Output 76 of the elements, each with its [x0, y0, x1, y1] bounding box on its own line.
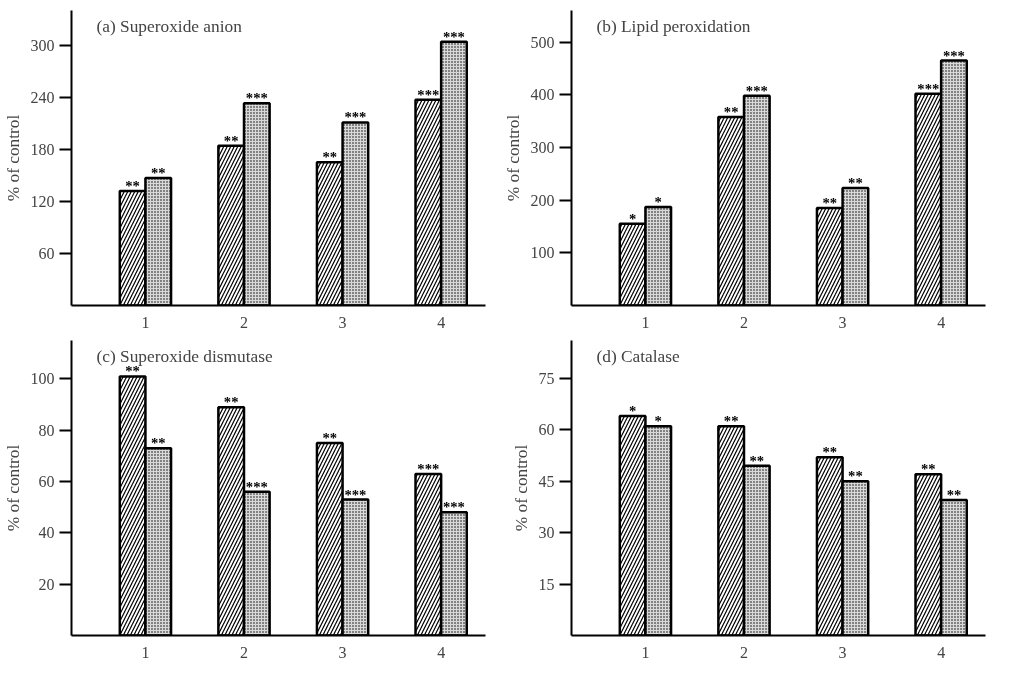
- y-tick-label: 15: [538, 575, 555, 593]
- y-tick-label: 60: [38, 244, 55, 262]
- x-tick-label: 2: [240, 643, 248, 661]
- y-axis-title: % of control: [503, 114, 523, 202]
- y-tick-label: 45: [538, 472, 555, 490]
- x-tick-label: 1: [641, 643, 650, 661]
- y-tick-label: 30: [538, 524, 555, 542]
- y-tick-label: 60: [38, 473, 55, 491]
- data-label: *: [654, 413, 662, 430]
- y-tick-label: 180: [30, 140, 55, 158]
- data-label: **: [223, 394, 239, 411]
- data-label: **: [723, 103, 739, 120]
- y-tick-label: 20: [38, 575, 55, 593]
- chart-title: (d) Catalase: [596, 346, 681, 366]
- data-label: **: [822, 195, 838, 212]
- y-tick-label: 75: [538, 369, 555, 387]
- x-tick-label: 3: [338, 313, 347, 331]
- data-label: ***: [442, 499, 465, 516]
- data-label: **: [150, 435, 166, 452]
- data-label: ***: [417, 460, 440, 477]
- data-label: *: [628, 210, 637, 227]
- data-label: **: [822, 444, 838, 461]
- data-label: **: [322, 149, 338, 166]
- data-label: ***: [245, 90, 268, 107]
- y-tick-label: 100: [530, 244, 555, 262]
- data-label: **: [946, 487, 962, 504]
- data-label: **: [848, 175, 863, 192]
- y-tick-label: 400: [530, 86, 555, 104]
- x-tick-label: 1: [641, 313, 650, 331]
- chart-title: (c) Superoxide dismutase: [96, 346, 273, 366]
- x-tick-label: 2: [740, 313, 748, 331]
- y-tick-label: 300: [30, 36, 55, 54]
- data-label: ***: [942, 47, 965, 64]
- x-tick-label: 1: [141, 643, 150, 661]
- x-tick-label: 4: [437, 643, 446, 661]
- data-label: **: [125, 363, 140, 380]
- data-label: **: [723, 413, 739, 430]
- y-axis-title: % of control: [3, 114, 23, 202]
- data-label: ***: [344, 486, 367, 503]
- data-label: ***: [442, 28, 465, 45]
- y-tick-label: 300: [530, 138, 555, 156]
- data-label: *: [654, 193, 662, 210]
- y-tick-label: 120: [30, 192, 55, 210]
- x-tick-label: 3: [338, 643, 347, 661]
- x-tick-label: 3: [838, 643, 847, 661]
- chart-title: (b) Lipid peroxidation: [596, 16, 751, 36]
- x-tick-label: 4: [937, 643, 946, 661]
- y-tick-label: 80: [38, 421, 55, 439]
- data-label: **: [150, 164, 166, 181]
- y-axis-title: % of control: [511, 444, 531, 532]
- data-label: **: [322, 430, 338, 447]
- data-label: **: [223, 132, 239, 149]
- data-label: ***: [745, 82, 768, 99]
- data-label: **: [125, 177, 140, 194]
- y-axis-title: % of control: [3, 444, 23, 532]
- y-tick-label: 240: [30, 88, 55, 106]
- y-tick-label: 40: [38, 524, 55, 542]
- data-label: **: [921, 461, 936, 478]
- data-label: **: [848, 468, 863, 485]
- data-label: **: [749, 452, 765, 469]
- y-tick-label: 200: [530, 191, 555, 209]
- data-label: *: [628, 402, 637, 419]
- y-tick-label: 100: [30, 370, 55, 388]
- x-tick-label: 4: [937, 313, 946, 331]
- chart-title: (a) Superoxide anion: [96, 16, 243, 36]
- x-tick-label: 2: [240, 313, 248, 331]
- y-tick-label: 500: [530, 33, 555, 51]
- data-label: ***: [245, 478, 268, 495]
- x-tick-label: 3: [838, 313, 847, 331]
- y-tick-label: 60: [538, 421, 555, 439]
- data-label: ***: [917, 80, 940, 97]
- x-tick-label: 1: [141, 313, 150, 331]
- x-tick-label: 2: [740, 643, 748, 661]
- data-label: ***: [344, 109, 367, 126]
- x-tick-label: 4: [437, 313, 446, 331]
- data-label: ***: [417, 86, 440, 103]
